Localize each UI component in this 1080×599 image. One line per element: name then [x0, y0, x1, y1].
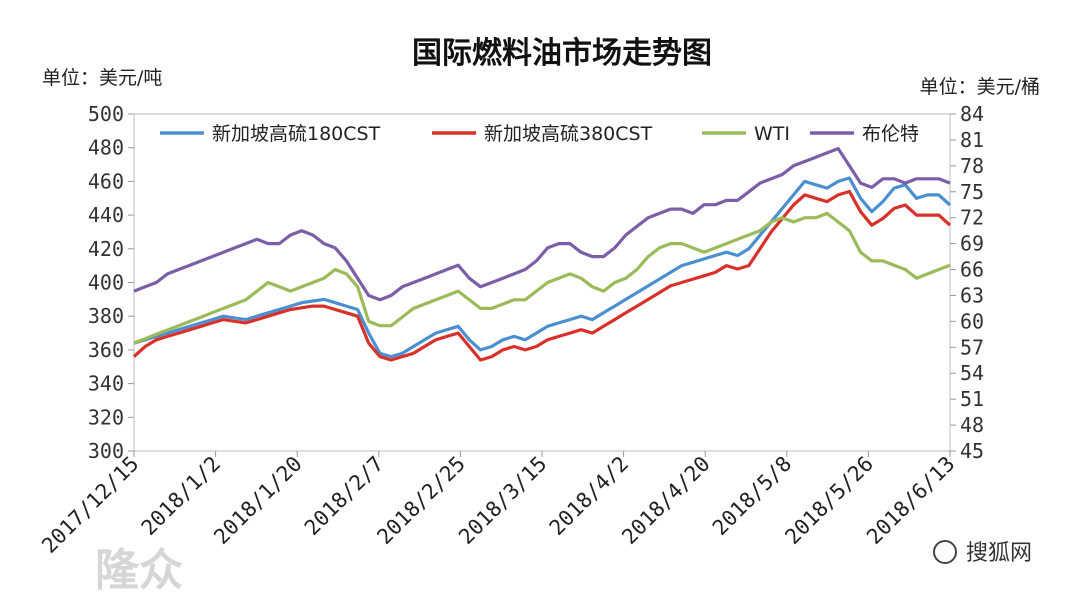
- x-tick-label: 2018/3/15: [454, 452, 551, 549]
- right-tick-label: 72: [960, 206, 984, 230]
- legend-label-3: 布伦特: [862, 123, 919, 145]
- x-tick-label: 2018/2/7: [300, 452, 388, 540]
- right-tick-label: 48: [960, 413, 984, 437]
- left-tick-label: 440: [88, 203, 124, 227]
- x-tick-label: 2018/4/2: [545, 452, 633, 540]
- watermark-logo-text: 隆众: [95, 545, 183, 596]
- right-tick-label: 60: [960, 309, 984, 333]
- right-tick-label: 78: [960, 154, 984, 178]
- right-tick-label: 75: [960, 180, 984, 204]
- right-tick-label: 54: [960, 361, 984, 385]
- right-tick-label: 84: [960, 102, 984, 126]
- left-axis: 300 320 340 360 380 400 420 440 460 480 500: [88, 102, 134, 463]
- left-tick-label: 360: [88, 338, 124, 362]
- x-tick-label: 2017/12/15: [37, 452, 143, 558]
- left-tick-label: 480: [88, 136, 124, 160]
- x-tick-label: 2018/1/20: [209, 452, 306, 549]
- right-tick-label: 81: [960, 128, 984, 152]
- watermark-left: 隆众: [95, 545, 183, 596]
- series-line-1: [132, 189, 952, 362]
- left-tick-label: 420: [88, 237, 124, 261]
- wechat-icon: [933, 540, 957, 564]
- right-tick-label: 69: [960, 232, 984, 256]
- right-axis-unit: 单位：美元/桶: [920, 76, 1040, 98]
- right-tick-label: 63: [960, 283, 984, 307]
- right-tick-label: 51: [960, 387, 984, 411]
- right-tick-label: 57: [960, 335, 984, 359]
- x-tick-label: 2018/1/2: [137, 452, 225, 540]
- left-tick-label: 460: [88, 169, 124, 193]
- legend-label-1: 新加坡高硫380CST: [484, 123, 653, 145]
- left-tick-label: 300: [88, 439, 124, 463]
- series-line-2: [133, 211, 951, 345]
- series-line-3: [133, 147, 951, 302]
- left-tick-label: 340: [88, 372, 124, 396]
- right-tick-label: 45: [960, 439, 984, 463]
- chart-title: 国际燃料油市场走势图: [412, 36, 712, 71]
- x-tick-label: 2018/6/13: [862, 452, 959, 549]
- left-axis-unit: 单位：美元/吨: [42, 67, 162, 89]
- brand-text: 搜狐网: [966, 541, 1032, 566]
- left-tick-label: 400: [88, 271, 124, 295]
- legend-label-2: WTI: [754, 123, 790, 145]
- left-tick-label: 500: [88, 102, 124, 126]
- series-lines: [132, 147, 952, 362]
- series-line-0: [133, 176, 952, 359]
- legend: 新加坡高硫180CST 新加坡高硫380CST WTI 布伦特: [160, 123, 919, 145]
- legend-label-0: 新加坡高硫180CST: [212, 123, 381, 145]
- right-tick-label: 66: [960, 258, 984, 282]
- left-tick-label: 380: [88, 304, 124, 328]
- watermark-right: 搜狐网: [933, 540, 1032, 566]
- x-tick-label: 2018/4/20: [617, 452, 714, 549]
- x-tick-label: 2018/5/8: [708, 452, 796, 540]
- plot-area: [133, 113, 951, 452]
- left-tick-label: 320: [88, 405, 124, 429]
